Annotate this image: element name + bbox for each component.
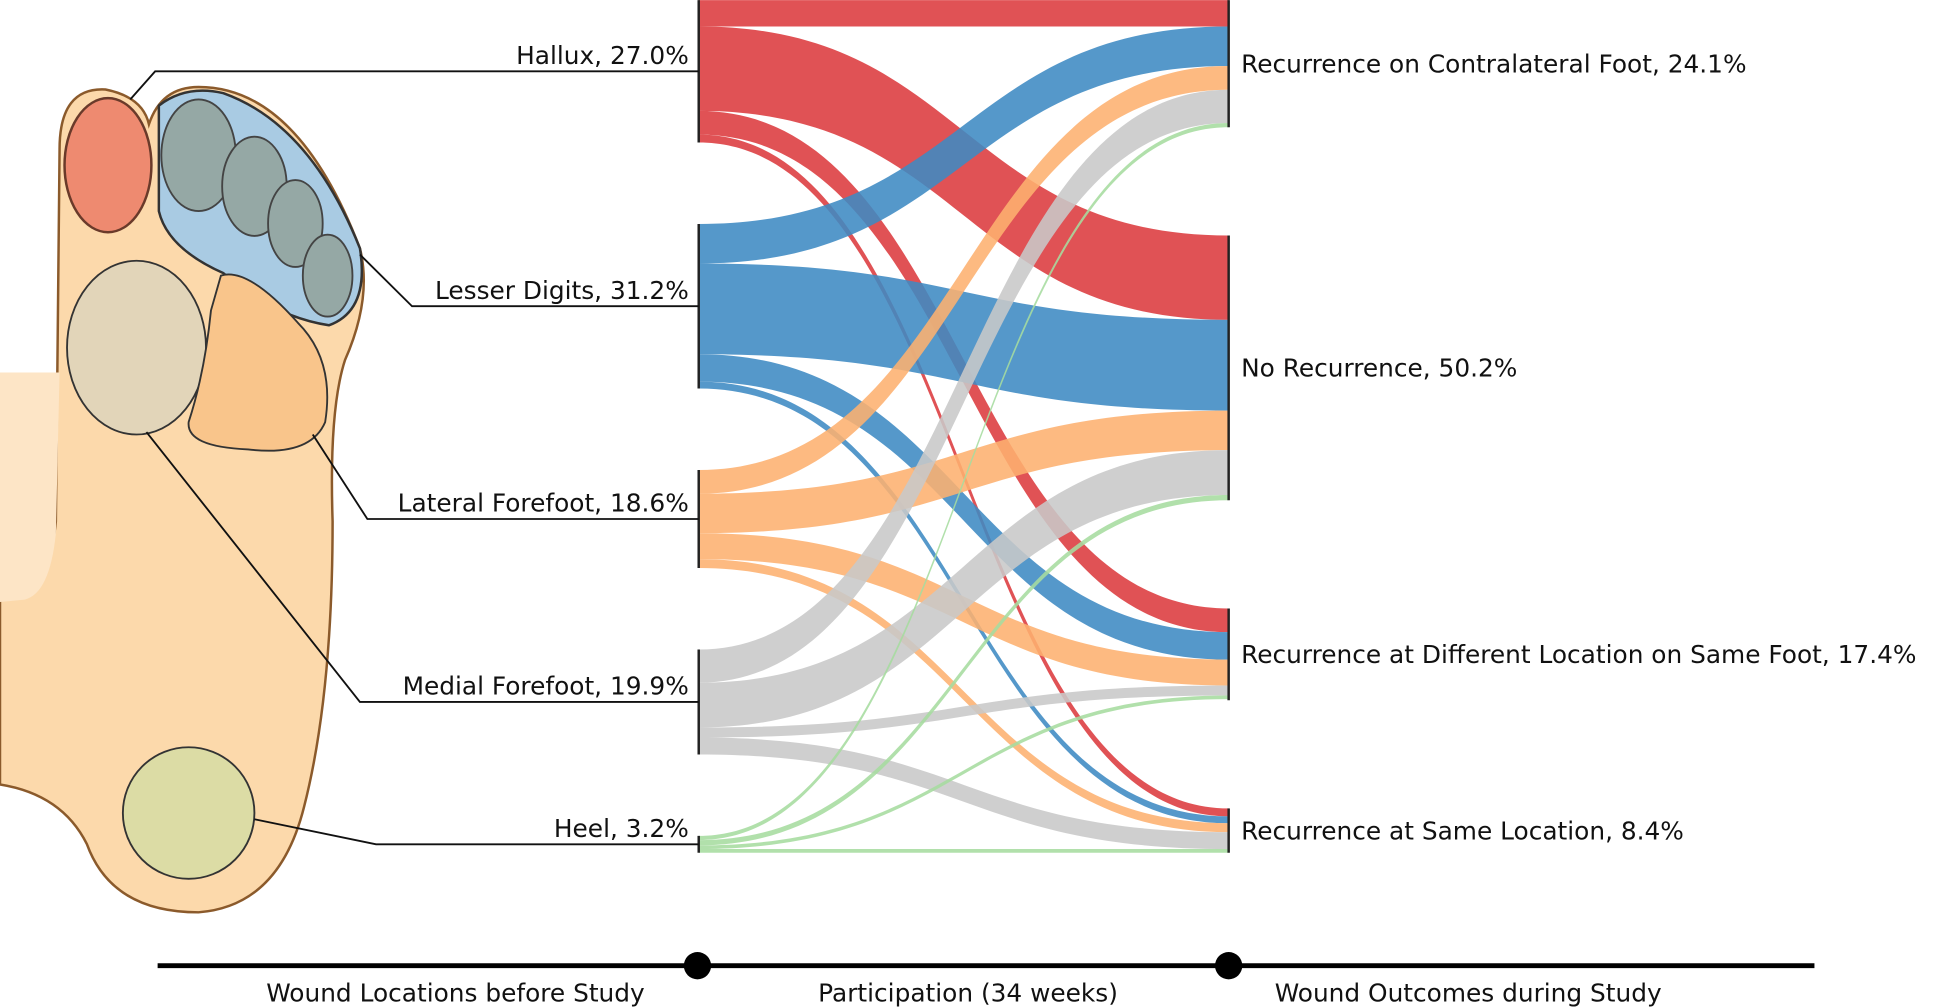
flow-band — [698, 89, 1229, 683]
leader-line — [129, 70, 699, 101]
flows — [698, 0, 1229, 853]
target-label: Recurrence on Contralateral Foot, 24.1% — [1241, 49, 1746, 78]
toe — [267, 179, 324, 268]
flow-band — [698, 685, 1229, 738]
flow-band — [698, 26, 1229, 320]
ankle — [0, 372, 60, 603]
target-label: No Recurrence, 50.2% — [1241, 354, 1517, 383]
timeline-label: Wound Outcomes during Study — [1275, 979, 1662, 1008]
flow-band — [698, 450, 1229, 728]
lateral-forefoot-area — [187, 273, 329, 452]
flow-band — [698, 263, 1229, 411]
timeline-dot — [1215, 952, 1243, 980]
flow-band — [698, 123, 1229, 841]
toe — [301, 233, 354, 318]
source-label: Lateral Forefoot, 18.6% — [398, 489, 689, 518]
leader-line — [254, 818, 699, 846]
timeline-dot — [683, 952, 712, 980]
source-label: Lesser Digits, 31.2% — [435, 276, 689, 305]
flow-band — [698, 559, 1229, 833]
source-label: Hallux, 27.0% — [516, 41, 689, 70]
leader-line — [145, 431, 699, 703]
source-label: Medial Forefoot, 19.9% — [403, 672, 689, 701]
source-label: Heel, 3.2% — [554, 814, 689, 843]
flow-band — [698, 0, 1229, 27]
target-label: Recurrence at Different Location on Same… — [1241, 640, 1916, 669]
target-label: Recurrence at Same Location, 8.4% — [1241, 816, 1684, 845]
timeline-label: Participation (34 weeks) — [818, 979, 1118, 1008]
heel-area — [121, 746, 256, 880]
foot-illustration — [0, 85, 365, 914]
flow-band — [698, 26, 1229, 264]
flow-band — [698, 410, 1229, 534]
flow-band — [698, 66, 1229, 494]
timeline-label: Wound Locations before Study — [266, 979, 645, 1008]
flow-band — [698, 737, 1229, 850]
leader-line — [359, 253, 699, 308]
flow-band — [698, 354, 1229, 660]
flow-band — [698, 695, 1229, 850]
timeline: Wound Locations before Study Participati… — [157, 952, 1815, 1008]
flow-band — [698, 494, 1229, 846]
flow-band — [698, 849, 1229, 853]
leader-line — [311, 433, 699, 520]
medial-forefoot-area — [66, 259, 207, 436]
hallux-area — [63, 96, 153, 234]
